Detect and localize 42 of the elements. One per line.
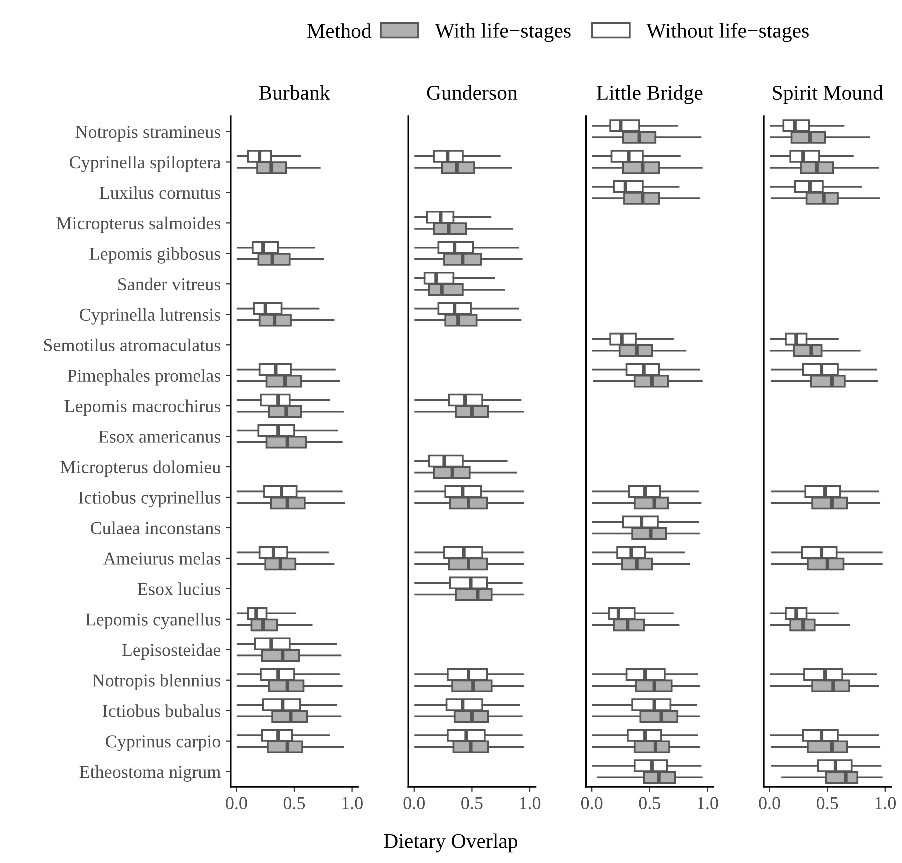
y-tick-label: Culaea inconstans — [91, 522, 221, 534]
y-tick-label: Cyprinella lutrensis — [80, 308, 221, 325]
x-tick-label: 0.0 — [404, 797, 425, 810]
y-tick-label: Cyprinella spiloptera — [70, 156, 221, 172]
y-tick-label: Notropis stramineus — [76, 126, 221, 142]
legend-label: With life−stages — [435, 23, 571, 42]
x-tick-label: 0.5 — [639, 797, 660, 810]
x-tick-label: 1.0 — [876, 797, 896, 810]
x-tick-label: 0.0 — [759, 797, 780, 810]
x-tick-label: 0.5 — [816, 797, 838, 810]
y-tick-label: Notropis blennius — [92, 674, 221, 690]
y-tick-label: Micropterus dolomieu — [60, 460, 221, 478]
chart-title: Burbank — [259, 85, 330, 100]
y-tick-label: Etheostoma nigrum — [80, 766, 221, 782]
chart-title: Little Bridge — [596, 85, 703, 104]
y-tick-label: Lepomis cyanellus — [86, 613, 221, 630]
y-tick-label: Micropterus salmoides — [56, 216, 221, 234]
y-tick-label: Ictiobus bubalus — [102, 704, 221, 718]
legend-label: Without life−stages — [646, 23, 809, 42]
x-tick-label: 0.5 — [462, 797, 483, 810]
y-tick-label: Lepisosteidae — [122, 644, 221, 660]
x-tick-label: 1.0 — [520, 797, 541, 810]
chart-title: Spirit Mound — [773, 85, 884, 104]
y-tick-label: Lepomis macrochirus — [64, 400, 221, 416]
y-tick-label: Ictiobus cyprinellus — [78, 491, 221, 508]
y-tick-label: Luxilus cornutus — [100, 186, 221, 200]
x-tick-label: 0.0 — [226, 797, 248, 810]
x-tick-label: 1.0 — [342, 797, 363, 810]
chart-title: Gunderson — [427, 85, 518, 100]
y-tick-label: Pimephales promelas — [68, 369, 221, 386]
x-tick-label: 0.5 — [284, 797, 306, 810]
y-tick-label: Esox lucius — [138, 582, 221, 596]
x-axis-title: Dietary Overlap — [384, 834, 518, 853]
x-tick-label: 0.0 — [581, 797, 603, 810]
y-tick-label: Sander vitreus — [118, 278, 221, 291]
legend-title: Method — [308, 24, 372, 38]
y-tick-label: Semotilus atromaculatus — [44, 338, 221, 352]
y-tick-label: Esox americanus — [98, 430, 221, 443]
y-tick-label: Lepomis gibbosus — [90, 247, 221, 264]
y-tick-label: Cyprinus carpio — [106, 736, 220, 752]
x-tick-label: 1.0 — [698, 797, 718, 810]
y-tick-label: Ameiurus melas — [104, 552, 221, 565]
